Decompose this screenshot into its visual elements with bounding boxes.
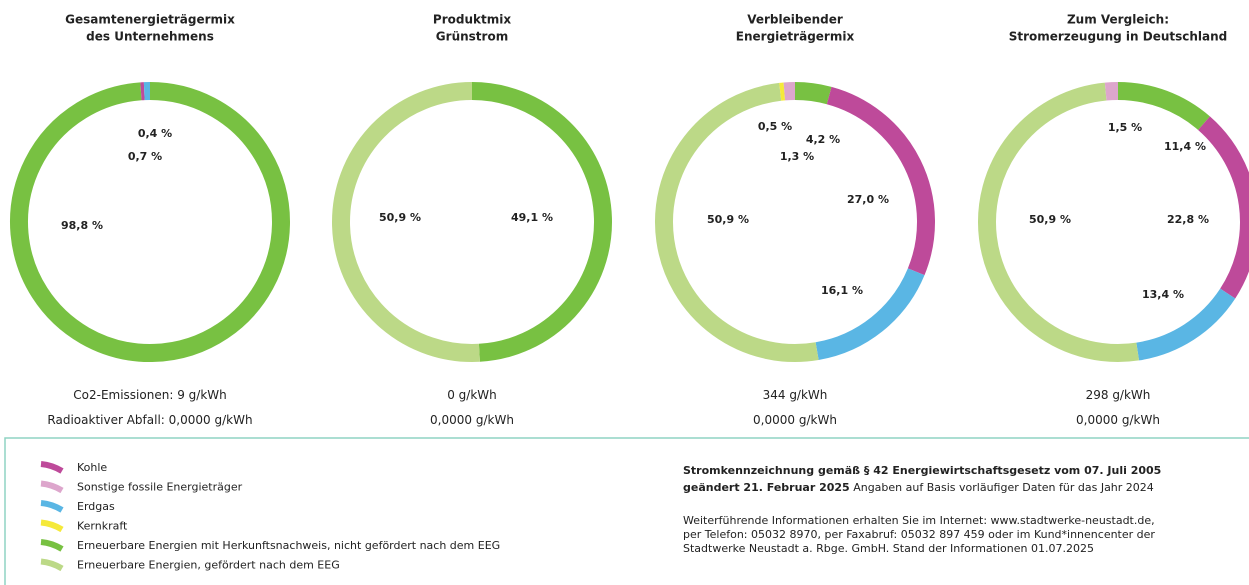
donut-segment [332, 82, 480, 362]
data-label: 0,4 % [138, 127, 172, 140]
legend-swatch [40, 500, 64, 513]
info-heading: Stromkennzeichnung gemäß § 42 Energiewir… [683, 464, 1161, 477]
legend-swatch [40, 480, 64, 494]
donut-segment [1136, 288, 1236, 361]
data-label: 98,8 % [61, 219, 103, 232]
legend-swatch [40, 539, 64, 552]
data-label: 0,7 % [128, 150, 162, 163]
waste-value: 0,0000 g/kWh [753, 413, 837, 427]
co2-emissions: 0 g/kWh [447, 388, 497, 402]
co2-value: 298 g/kWh [1086, 388, 1151, 402]
donut-segment [10, 82, 290, 362]
info-heading-bold: geändert 21. Februar 2025 [683, 481, 850, 494]
chart-title: Gesamtenergieträgermix [65, 13, 235, 27]
legend-label: Kernkraft [77, 520, 128, 533]
legend-frame [4, 437, 1249, 585]
chart-title: des Unternehmens [86, 30, 214, 44]
legend-swatch [40, 519, 64, 533]
legend-label: Kohle [77, 461, 107, 474]
data-label: 50,9 % [1029, 213, 1071, 226]
data-label: 11,4 % [1164, 140, 1206, 153]
co2-value: 344 g/kWh [763, 388, 828, 402]
radioactive-waste: 0,0000 g/kWh [430, 413, 514, 427]
chart-title: Grünstrom [436, 30, 508, 44]
info-line: per Telefon: 05032 8970, per Faxabruf: 0… [683, 528, 1155, 541]
chart-title: Energieträgermix [736, 30, 855, 44]
data-label: 49,1 % [511, 211, 553, 224]
donut-segment [794, 82, 832, 105]
data-label: 22,8 % [1167, 213, 1209, 226]
radioactive-waste: 0,0000 g/kWh [753, 413, 837, 427]
donut-segment [1117, 82, 1210, 131]
data-label: 50,9 % [379, 211, 421, 224]
donut-segment [1197, 116, 1249, 299]
info-line: Stadtwerke Neustadt a. Rbge. GmbH. Stand… [683, 542, 1094, 555]
radioactive-waste: Radioaktiver Abfall: 0,0000 g/kWh [47, 413, 252, 427]
info-heading-2: geändert 21. Februar 2025 Angaben auf Ba… [683, 481, 1154, 494]
donut-segment [471, 82, 612, 362]
co2-label: Co2-Emissionen: [73, 388, 173, 402]
waste-label: Radioaktiver Abfall: [47, 413, 164, 427]
waste-value: 0,0000 g/kWh [169, 413, 253, 427]
legend-label: Sonstige fossile Energieträger [77, 481, 243, 494]
data-label: 50,9 % [707, 213, 749, 226]
data-label: 1,3 % [780, 150, 814, 163]
data-label: 0,5 % [758, 120, 792, 133]
co2-value: 0 g/kWh [447, 388, 497, 402]
co2-emissions: Co2-Emissionen: 9 g/kWh [73, 388, 226, 402]
co2-emissions: 298 g/kWh [1086, 388, 1151, 402]
info-line: Weiterführende Informationen erhalten Si… [683, 514, 1155, 527]
co2-value: 9 g/kWh [177, 388, 227, 402]
data-label: 4,2 % [806, 133, 840, 146]
data-label: 16,1 % [821, 284, 863, 297]
waste-value: 0,0000 g/kWh [430, 413, 514, 427]
data-label: 13,4 % [1142, 288, 1184, 301]
radioactive-waste: 0,0000 g/kWh [1076, 413, 1160, 427]
legend-swatch [40, 558, 64, 572]
waste-value: 0,0000 g/kWh [1076, 413, 1160, 427]
legend-label: Erdgas [77, 500, 115, 513]
donut-segment [1104, 82, 1119, 101]
co2-emissions: 344 g/kWh [763, 388, 828, 402]
chart-title: Zum Vergleich: [1067, 13, 1169, 27]
donut-segment [815, 268, 925, 360]
chart-title: Stromerzeugung in Deutschland [1009, 30, 1228, 44]
info-heading-rest: Angaben auf Basis vorläufiger Daten für … [853, 481, 1154, 494]
chart-title: Produktmix [433, 13, 511, 27]
data-label: 1,5 % [1108, 121, 1142, 134]
donut-segment [978, 82, 1140, 362]
data-label: 27,0 % [847, 193, 889, 206]
legend-label: Erneuerbare Energien mit Herkunftsnachwe… [77, 539, 500, 552]
legend-label: Erneuerbare Energien, gefördert nach dem… [77, 559, 340, 572]
legend-swatch [40, 461, 64, 474]
chart-title: Verbleibender [747, 13, 843, 27]
donut-segment [654, 82, 819, 362]
donut-segment [826, 86, 935, 276]
